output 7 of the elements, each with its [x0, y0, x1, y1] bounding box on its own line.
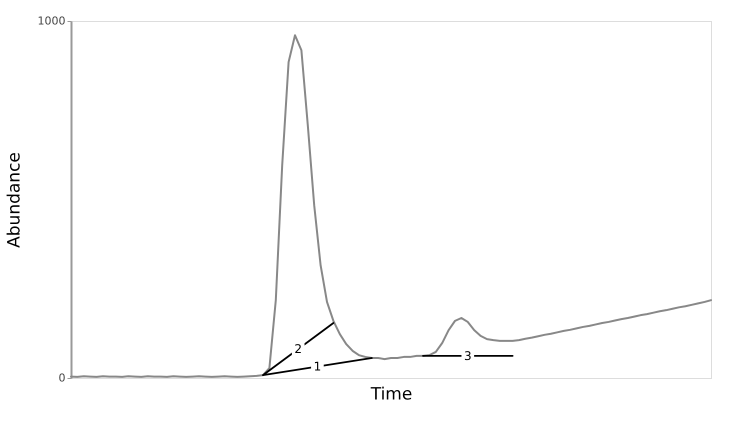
series-label: 2	[294, 342, 302, 356]
series-label: 1	[314, 360, 322, 374]
y-axis-title: Abundance	[4, 152, 25, 248]
x-axis-title: Time	[370, 384, 412, 404]
series-label: 3	[464, 348, 472, 363]
y-tick-label: 0	[58, 372, 66, 384]
y-tick-label: 1000	[38, 14, 66, 28]
